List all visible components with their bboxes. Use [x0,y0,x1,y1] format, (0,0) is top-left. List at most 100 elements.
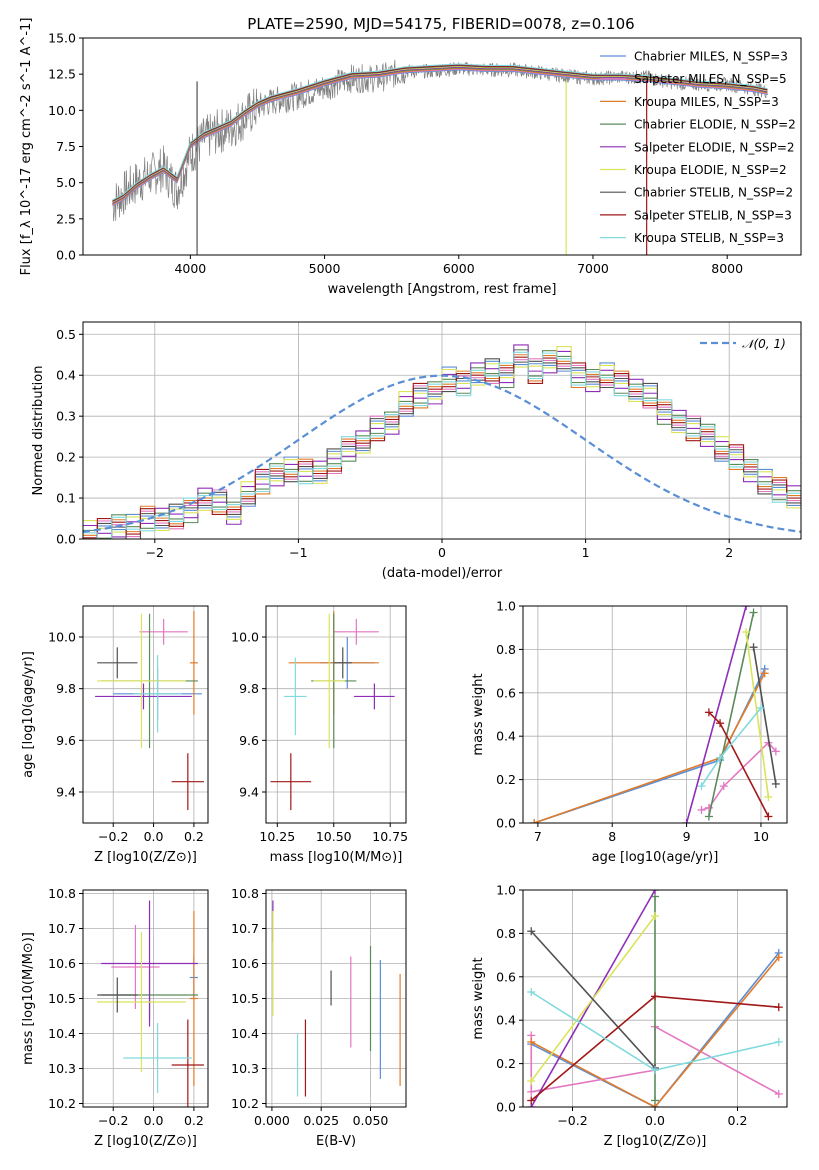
plus-marker [527,987,536,996]
y-tick-label: 10.3 [231,1061,259,1076]
plus-marker [527,1087,536,1096]
mass_vs_ebv-frame [265,889,407,1108]
y-tick-label: 10.6 [48,956,76,971]
y-tick-label: 0.0 [496,816,516,831]
y-tick-label: 0.2 [496,1056,516,1071]
x-tick-label: 10.25 [259,829,295,844]
y-tick-label: 10.5 [48,991,76,1006]
spectrum-xlabel: wavelength [Angstrom, rest frame] [328,282,557,297]
y-tick-label: 0.0 [56,248,76,263]
legend-entry: Chabrier MILES, N_SSP=3 [634,50,788,64]
y-tick-label: 5.0 [56,175,76,190]
plus-marker [651,992,659,1001]
x-tick-label: 0.2 [184,1113,204,1128]
plus-marker [774,1003,783,1012]
error-bar-point [139,618,188,645]
y-tick-label: 10.8 [231,886,259,901]
legend-entry: Kroupa ELODIE, N_SSP=2 [634,163,787,177]
x-tick-label: 8000 [711,261,743,276]
error-bar-point [189,611,198,715]
spectrum-frame [82,37,802,256]
error-bar-point [270,753,312,811]
y-tick-label: 0.2 [56,450,76,465]
weight_vs_age-ylabel: mass weight [471,673,486,755]
legend-entry: Chabrier ELODIE, N_SSP=2 [634,118,796,132]
plus-marker [774,1089,783,1098]
plus-marker [742,628,751,637]
spectrum-model-line [112,63,768,201]
y-tick-label: 9.8 [56,681,76,696]
legend-entry: Kroupa STELIB, N_SSP=3 [634,231,784,245]
y-tick-label: 0.6 [496,969,516,984]
age_vs_mass-plot-area [270,611,395,811]
residual-histogram-step [83,356,801,539]
plus-marker [697,782,706,791]
x-tick-label: 0.025 [303,1113,339,1128]
y-tick-label: 0.2 [496,772,516,787]
error-bar-point [313,613,346,749]
plus-marker [651,1066,659,1075]
mass-weight-line [708,612,755,817]
plus-marker [651,890,659,894]
age_vs_mass-xlabel: mass [log10(M/M⊙)] [270,850,403,865]
mass_vs_ebv-axes: 0.000 0.025 0.050 10.2 10.3 10.4 10.5 10.6 10.7 1… [231,886,406,1128]
y-tick-label: 2.5 [56,211,76,226]
plus-marker [527,1037,536,1046]
error-bar-point [284,657,307,736]
spectrum-axes: 4000 5000 6000 7000 8000 0.0 2.5 5.0 7.5 10.0 12.5… [48,31,743,277]
spectrum-plot-area [112,59,768,255]
x-tick-label: 7000 [577,261,609,276]
y-tick-label: 10.3 [48,1061,76,1076]
age_vs_mass-axes: 10.25 10.50 10.75 9.4 9.6 9.8 10.0 [231,606,408,844]
plus-marker [764,812,773,821]
legend-entry: Salpeter MILES, N_SSP=5 [634,72,787,86]
mass_vs_ebv-plot-area [272,900,401,1097]
y-tick-label: 10.2 [48,1096,76,1111]
mass_vs_Z-xlabel: Z [log10(Z/Z⊙)] [94,1134,197,1149]
x-tick-label: 0 [438,545,446,560]
mass_vs_Z-plot-area [97,900,204,1107]
legend-entry: Kroupa MILES, N_SSP=3 [634,95,779,109]
x-tick-label: 6000 [443,261,475,276]
y-tick-label: 0.3 [56,409,76,424]
y-tick-label: 9.6 [56,733,76,748]
error-bar-point [133,655,182,733]
y-tick-label: 12.5 [48,67,76,82]
weight_vs_age-axes: 7 8 9 10 0.0 0.2 0.4 0.6 0.8 1.0 [496,599,787,844]
y-tick-label: 9.4 [239,785,259,800]
y-tick-label: 7.5 [56,139,76,154]
plus-marker [527,927,536,936]
age_vs_Z-axes: −0.2 0.0 0.2 9.4 9.6 9.8 10.0 [48,606,208,844]
weight_vs_Z-xlabel: Z [log10(Z/Z⊙)] [604,1134,707,1149]
x-tick-label: 10.75 [372,829,408,844]
y-tick-label: 0.8 [496,642,516,657]
spectrum-model-line [112,68,768,206]
plus-marker [527,1076,536,1085]
error-bar-point [354,683,395,710]
mass-weight-line [685,606,747,823]
mass-weight-line [530,930,656,1069]
error-bar-point [97,977,138,1013]
y-tick-label: 0.0 [496,1100,516,1115]
mass-weight-line [752,647,777,785]
age_vs_Z-plot-area [95,611,204,811]
x-tick-label: 0.000 [254,1113,290,1128]
plus-marker [716,753,725,762]
x-tick-label: −2 [146,545,164,560]
error-bar-point [97,647,138,679]
weight_vs_Z-frame [522,889,788,1108]
x-tick-label: 0.0 [144,1113,164,1128]
plus-marker [771,779,780,788]
y-tick-label: 1.0 [496,883,516,898]
y-tick-label: 1.0 [496,599,516,614]
error-bar-point [97,932,186,1072]
residual-histogram-step [83,351,801,539]
residuals-legend: 𝒩(0, 1) [700,337,786,351]
plus-marker [764,792,773,801]
error-bar-point [123,1023,192,1093]
mass-weight-line [533,672,766,823]
weight_vs_Z-plot-area [527,890,783,1107]
spectrum-model-line [112,67,768,205]
x-tick-label: 4000 [174,261,206,276]
